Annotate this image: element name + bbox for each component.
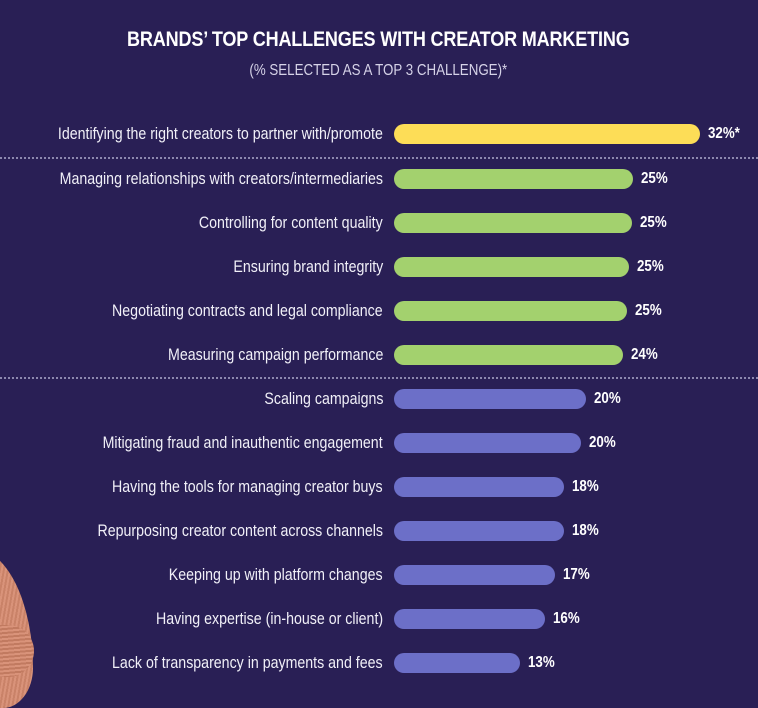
bar-label: Scaling campaigns <box>263 390 383 408</box>
bar-row: Identifying the right creators to partne… <box>0 124 758 144</box>
bar-value-label: 16% <box>553 610 580 627</box>
bar-label: Identifying the right creators to partne… <box>58 125 383 143</box>
bar-label: Having the tools for managing creator bu… <box>112 478 383 496</box>
bar <box>394 477 564 497</box>
bar <box>394 565 555 585</box>
bar-label: Lack of transparency in payments and fee… <box>112 654 383 672</box>
bar-value-label: 18% <box>572 478 599 495</box>
bar <box>394 433 581 453</box>
bar-label: Having expertise (in-house or client) <box>155 610 383 628</box>
bar-value-label: 25% <box>637 258 664 275</box>
bar <box>394 301 627 321</box>
bar-value-label: 18% <box>572 522 599 539</box>
bar-label: Measuring campaign performance <box>167 346 383 364</box>
bar <box>394 653 520 673</box>
bar-value-label: 20% <box>589 434 616 451</box>
bar-value-label: 17% <box>563 566 590 583</box>
bar-label: Keeping up with platform changes <box>169 566 383 584</box>
bar <box>394 257 629 277</box>
bar-label: Managing relationships with creators/int… <box>59 170 383 188</box>
bar-label: Negotiating contracts and legal complian… <box>112 302 383 320</box>
chart-subtitle: (% SELECTED AS A TOP 3 CHALLENGE)* <box>249 62 508 79</box>
bar-row: Lack of transparency in payments and fee… <box>0 653 758 673</box>
bar <box>394 521 564 541</box>
bar-value-label: 20% <box>594 390 621 407</box>
bar-value-label: 24% <box>631 346 658 363</box>
bar-value-label: 13% <box>528 654 555 671</box>
bar-row: Having expertise (in-house or client) 16% <box>0 609 758 629</box>
bar-label: Ensuring brand integrity <box>233 258 383 276</box>
bar-label: Repurposing creator content across chann… <box>97 522 383 540</box>
bar-row: Keeping up with platform changes 17% <box>0 565 758 585</box>
bar-value-label: 25% <box>635 302 662 319</box>
bar-row: Controlling for content quality 25% <box>0 213 758 233</box>
chart-title: BRANDS’ TOP CHALLENGES WITH CREATOR MARK… <box>126 28 630 51</box>
bar-row: Measuring campaign performance 24% <box>0 345 758 365</box>
bar-row: Managing relationships with creators/int… <box>0 169 758 189</box>
bar-row: Negotiating contracts and legal complian… <box>0 301 758 321</box>
bar <box>394 124 700 144</box>
bar-row: Scaling campaigns 20% <box>0 389 758 409</box>
bar-label: Controlling for content quality <box>199 214 383 232</box>
bar-value-label: 32%* <box>708 125 740 142</box>
bar-value-label: 25% <box>640 214 667 231</box>
dotted-divider <box>0 377 758 379</box>
bar <box>394 389 586 409</box>
bar-row: Mitigating fraud and inauthentic engagem… <box>0 433 758 453</box>
bar <box>394 169 633 189</box>
bar-row: Ensuring brand integrity 25% <box>0 257 758 277</box>
bar-value-label: 25% <box>641 170 668 187</box>
bar <box>394 345 623 365</box>
bar <box>394 213 632 233</box>
dotted-divider <box>0 157 758 159</box>
bar-row: Having the tools for managing creator bu… <box>0 477 758 497</box>
bar-row: Repurposing creator content across chann… <box>0 521 758 541</box>
bar-label: Mitigating fraud and inauthentic engagem… <box>102 434 383 452</box>
bar <box>394 609 545 629</box>
